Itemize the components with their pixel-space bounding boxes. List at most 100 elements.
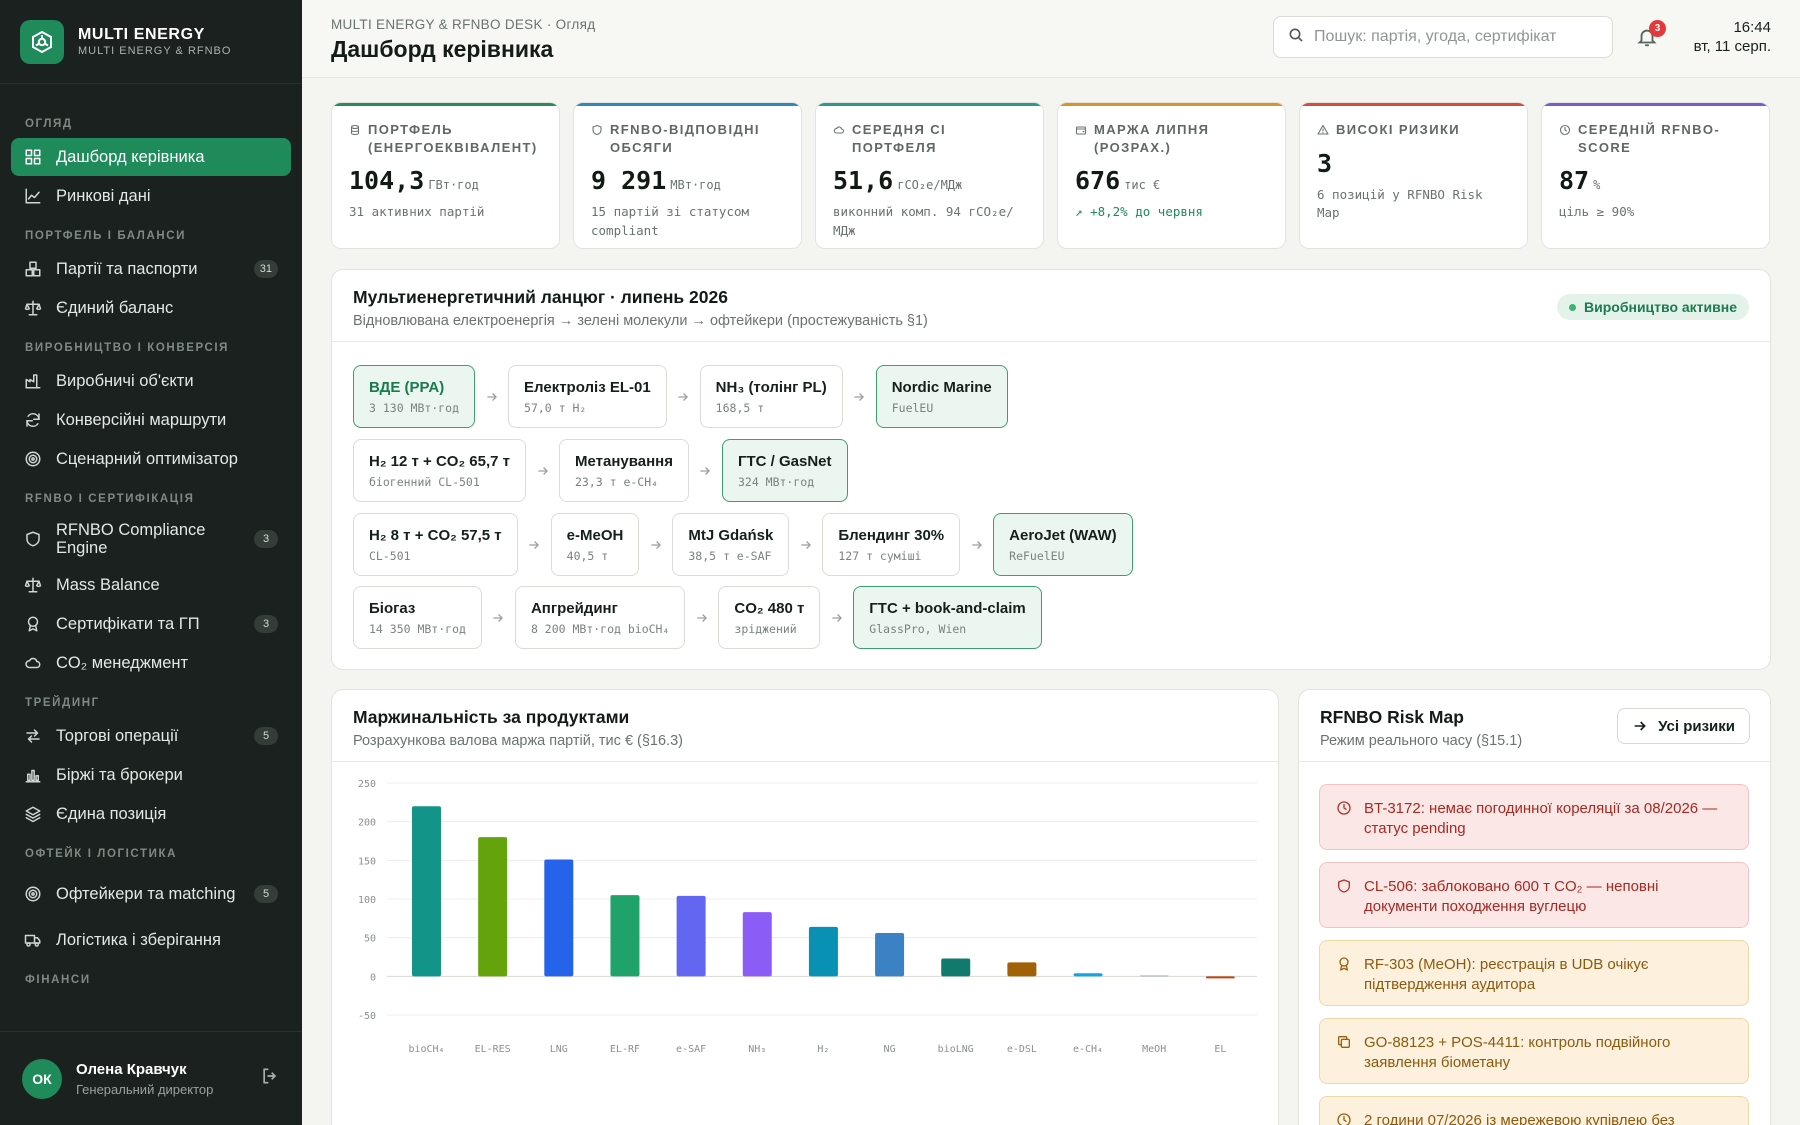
chain-node[interactable]: Блендинг 30% 127 т суміші bbox=[822, 513, 961, 576]
bar-chart-icon bbox=[24, 766, 42, 784]
chain-node-subtitle: 8 200 МВт·год bioCH₄ bbox=[530, 621, 670, 636]
chain-offtaker-node[interactable]: Nordic Marine FuelEU bbox=[875, 365, 1008, 428]
sidebar-item[interactable]: Mass Balance bbox=[11, 566, 291, 604]
bar-11[interactable] bbox=[1139, 975, 1169, 977]
chain-offtaker-node[interactable]: AeroJet (WAW) ReFuelEU bbox=[993, 513, 1133, 576]
chain-node-subtitle: FuelEU bbox=[891, 400, 934, 415]
risk-item[interactable]: GO-88123 + POS-4411: контроль подвійного… bbox=[1319, 1018, 1749, 1084]
sidebar-item-label: Сертифікати та ГП bbox=[56, 614, 200, 633]
grid-icon bbox=[24, 148, 42, 166]
sidebar-item[interactable]: Сертифікати та ГП 3 bbox=[11, 605, 291, 643]
all-risks-button[interactable]: Усі ризики bbox=[1617, 708, 1750, 744]
chain-node-subtitle: біогенний CL-501 bbox=[369, 474, 480, 489]
sidebar-item[interactable]: Виробничі об'єкти bbox=[11, 362, 291, 400]
coins-icon bbox=[349, 123, 361, 136]
shield-icon bbox=[24, 530, 42, 548]
chain-node[interactable]: CO₂ 480 т зріджений bbox=[718, 586, 821, 649]
kpi-card[interactable]: ПОРТФЕЛЬ (ЕНЕРГОЕКВІВАЛЕНТ) 104,3 ГВт·год 3… bbox=[331, 102, 560, 249]
chain-node[interactable]: ВДЕ (PPA) 3 130 МВт·год bbox=[353, 365, 476, 428]
chain-node[interactable]: MtJ Gdańsk 38,5 т e-SAF bbox=[672, 513, 790, 576]
risk-item[interactable]: BT-3172: немає погодинної кореляції за 0… bbox=[1319, 784, 1749, 850]
brand[interactable]: MULTI ENERGY MULTI ENERGY & RFNBO bbox=[0, 0, 302, 84]
chain-node-subtitle: 3 130 МВт·год bbox=[369, 400, 460, 415]
sidebar-item[interactable]: Єдиний баланс bbox=[11, 289, 291, 327]
top-header: MULTI ENERGY & RFNBO DESK · Огляд Дашбор… bbox=[302, 0, 1800, 78]
sidebar-item[interactable]: Ринкові дані bbox=[11, 177, 291, 215]
x-tick-label: bioLNG bbox=[938, 1044, 974, 1055]
chain-node[interactable]: Апгрейдинг 8 200 МВт·год bioCH₄ bbox=[514, 586, 686, 649]
chain-node-subtitle: 57,0 т H₂ bbox=[524, 400, 587, 415]
chain-node-title: AeroJet (WAW) bbox=[1009, 526, 1117, 544]
chain-node[interactable]: e-MeOH 40,5 т bbox=[550, 513, 640, 576]
chain-node[interactable]: H₂ 12 т + CO₂ 65,7 т біогенний CL-501 bbox=[353, 439, 526, 502]
bar-2[interactable] bbox=[544, 859, 574, 977]
sidebar-item-label: Біржі та брокери bbox=[56, 765, 183, 784]
arrow-right-icon bbox=[843, 390, 876, 404]
user-card[interactable]: ОК Олена Кравчук Генеральний директор bbox=[0, 1031, 302, 1125]
chain-node[interactable]: Біогаз 14 350 МВт·год bbox=[353, 586, 482, 649]
kpi-card[interactable]: МАРЖА ЛИПНЯ (РОЗРАХ.) 676 тис € ↗ +8,2% до … bbox=[1057, 102, 1286, 249]
kpi-label: ПОРТФЕЛЬ (ЕНЕРГОЕКВІВАЛЕНТ) bbox=[368, 122, 538, 155]
bar-12[interactable] bbox=[1205, 976, 1235, 979]
bar-3[interactable] bbox=[610, 895, 640, 977]
chain-node-title: Метанування bbox=[575, 452, 673, 470]
chain-offtaker-node[interactable]: ГТС + book-and-claim GlassPro, Wien bbox=[853, 586, 1042, 649]
notification-badge: 3 bbox=[1649, 20, 1666, 37]
sidebar-item[interactable]: RFNBO Compliance Engine 3 bbox=[11, 513, 291, 565]
avatar[interactable]: ОК bbox=[22, 1058, 62, 1099]
chain-node[interactable]: NH₃ (толінг PL) 168,5 т bbox=[699, 365, 843, 428]
bar-0[interactable] bbox=[412, 806, 441, 977]
chain-row: Біогаз 14 350 МВт·год Апгрейдинг 8 200 МВт·… bbox=[353, 586, 1042, 649]
sidebar-item-label: Партії та паспорти bbox=[56, 259, 198, 278]
bar-6[interactable] bbox=[808, 926, 838, 977]
risk-item[interactable]: CL-506: заблоковано 600 т CO₂ — неповні … bbox=[1319, 862, 1749, 928]
search-input[interactable] bbox=[1314, 28, 1594, 46]
kpi-card[interactable]: ВИСОКІ РИЗИКИ 3 6 позицій у RFNBO Risk Map bbox=[1299, 102, 1528, 249]
chain-node-subtitle: 14 350 МВт·год bbox=[369, 621, 466, 636]
bar-10[interactable] bbox=[1073, 973, 1103, 977]
chain-offtaker-node[interactable]: ГТС / GasNet 324 МВт·год bbox=[721, 439, 848, 502]
chain-node-title: NH₃ (толінг PL) bbox=[715, 378, 827, 396]
sidebar-item[interactable]: Партії та паспорти 31 bbox=[11, 250, 291, 288]
sidebar-item[interactable]: Конверсійні маршрути bbox=[11, 401, 291, 439]
chain-node[interactable]: Метанування 23,3 т e-CH₄ bbox=[559, 439, 689, 502]
logout-icon[interactable] bbox=[260, 1066, 280, 1091]
kpi-card[interactable]: СЕРЕДНІЙ RFNBO-SCORE 87% ціль ≥ 90% bbox=[1541, 102, 1770, 249]
kpi-card[interactable]: СЕРЕДНЯ СІ ПОРТФЕЛЯ 51,6 гCO₂е/МДж виконний… bbox=[815, 102, 1044, 249]
kpi-accent-bar bbox=[332, 103, 559, 106]
sidebar-item[interactable]: Сценарний оптимізатор bbox=[11, 440, 291, 478]
sidebar-item-label: Mass Balance bbox=[56, 575, 160, 594]
sidebar-item[interactable]: Офтейкери та matching 5 bbox=[11, 868, 291, 920]
x-tick-label: EL-RF bbox=[610, 1044, 640, 1055]
boxes-icon bbox=[24, 260, 42, 278]
kpi-label: RFNBO-ВІДПОВІДНІ ОБСЯГИ bbox=[610, 122, 760, 155]
sidebar-item[interactable]: Єдина позиція bbox=[11, 795, 291, 833]
bar-7[interactable] bbox=[875, 933, 905, 977]
sidebar-item-label: CO₂ менеджмент bbox=[56, 653, 189, 672]
x-tick-label: EL bbox=[1214, 1044, 1226, 1055]
kpi-accent-bar bbox=[1542, 103, 1769, 106]
sidebar-item-label: Ринкові дані bbox=[56, 186, 151, 205]
kpi-value: 3 bbox=[1317, 148, 1333, 178]
search-box[interactable] bbox=[1273, 16, 1613, 58]
sidebar-item[interactable]: Біржі та брокери bbox=[11, 756, 291, 794]
breadcrumb[interactable]: MULTI ENERGY & RFNBO DESK · Огляд bbox=[331, 17, 596, 32]
bar-1[interactable] bbox=[478, 837, 508, 977]
x-tick-label: EL-RES bbox=[475, 1044, 511, 1055]
chain-node[interactable]: H₂ 8 т + CO₂ 57,5 т CL-501 bbox=[353, 513, 518, 576]
chain-node-subtitle: 324 МВт·год bbox=[737, 474, 815, 489]
bar-9[interactable] bbox=[1007, 962, 1037, 977]
bar-8[interactable] bbox=[941, 958, 971, 977]
chain-node-title: Біогаз bbox=[369, 599, 416, 617]
chain-node[interactable]: Електроліз EL-01 57,0 т H₂ bbox=[508, 365, 667, 428]
kpi-card[interactable]: RFNBO-ВІДПОВІДНІ ОБСЯГИ 9 291 МВт·год 15 па… bbox=[573, 102, 802, 249]
sidebar-item[interactable]: Дашборд керівника bbox=[11, 138, 291, 176]
sidebar-item-badge: 3 bbox=[254, 530, 278, 548]
sidebar-item[interactable]: CO₂ менеджмент bbox=[11, 644, 291, 682]
sidebar-item[interactable]: Логістика і зберігання bbox=[11, 921, 291, 959]
bar-4[interactable] bbox=[676, 895, 706, 977]
risk-item[interactable]: RF-303 (MeOH): реєстрація в UDB очікує п… bbox=[1319, 940, 1749, 1006]
risk-item[interactable]: 2 години 07/2026 із мережевою купівлею б… bbox=[1319, 1096, 1749, 1125]
sidebar-item[interactable]: Торгові операції 5 bbox=[11, 717, 291, 755]
bar-5[interactable] bbox=[742, 912, 772, 977]
